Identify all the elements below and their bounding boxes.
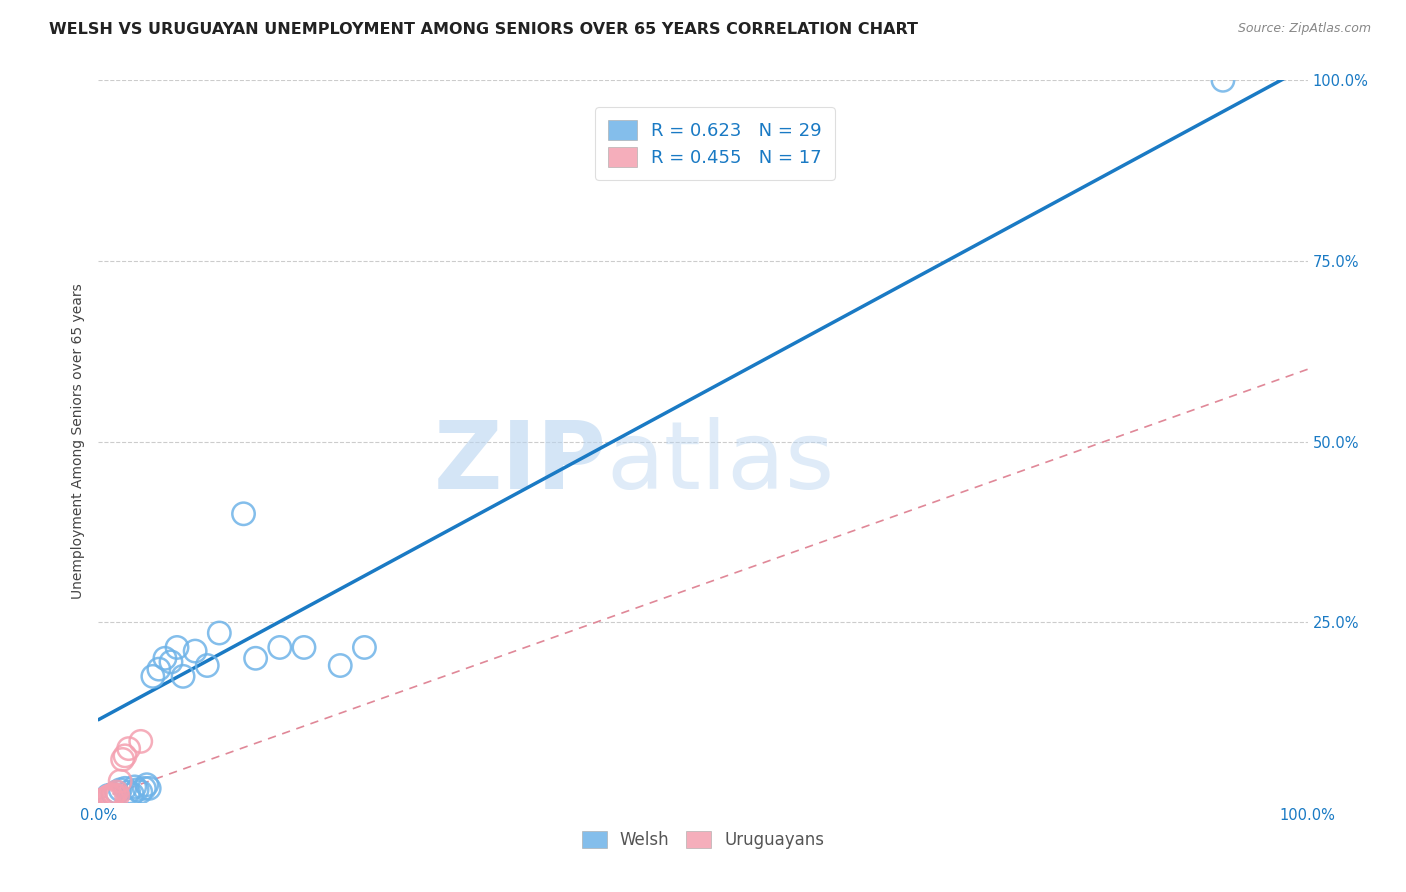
Point: [135, 778, 157, 792]
Text: ZIP: ZIP: [433, 417, 606, 509]
Point: [108, 782, 131, 797]
Point: [1212, 73, 1234, 87]
Point: [129, 785, 152, 799]
Point: [148, 662, 170, 676]
Point: [329, 658, 352, 673]
Point: [129, 734, 152, 748]
Text: atlas: atlas: [606, 417, 835, 509]
Point: [114, 748, 136, 763]
Point: [94, 791, 117, 805]
Point: [208, 626, 231, 640]
Y-axis label: Unemployment Among Seniors over 65 years: Unemployment Among Seniors over 65 years: [70, 284, 84, 599]
Legend: Welsh, Uruguayans: Welsh, Uruguayans: [575, 824, 831, 856]
Point: [127, 782, 149, 797]
Point: [96, 790, 118, 805]
Point: [97, 790, 120, 805]
Point: [121, 787, 143, 801]
Point: [111, 752, 134, 766]
Point: [142, 669, 165, 683]
Point: [104, 789, 127, 803]
Text: WELSH VS URUGUAYAN UNEMPLOYMENT AMONG SENIORS OVER 65 YEARS CORRELATION CHART: WELSH VS URUGUAYAN UNEMPLOYMENT AMONG SE…: [49, 22, 918, 37]
Point: [118, 785, 141, 799]
Point: [107, 789, 129, 803]
Point: [114, 781, 136, 796]
Point: [105, 785, 128, 799]
Point: [184, 644, 207, 658]
Point: [292, 640, 315, 655]
Point: [118, 741, 141, 756]
Point: [134, 781, 156, 796]
Point: [100, 790, 122, 805]
Text: Source: ZipAtlas.com: Source: ZipAtlas.com: [1237, 22, 1371, 36]
Point: [101, 787, 124, 801]
Point: [166, 640, 188, 655]
Point: [353, 640, 375, 655]
Point: [232, 507, 254, 521]
Point: [153, 651, 176, 665]
Point: [160, 655, 183, 669]
Point: [105, 785, 128, 799]
Point: [101, 789, 124, 803]
Point: [93, 792, 115, 806]
Point: [103, 787, 125, 801]
Point: [124, 780, 146, 794]
Point: [97, 789, 120, 803]
Point: [245, 651, 267, 665]
Point: [98, 789, 121, 804]
Point: [108, 774, 131, 789]
Point: [195, 658, 218, 673]
Point: [138, 781, 160, 796]
Point: [172, 669, 194, 683]
Point: [269, 640, 291, 655]
Point: [100, 789, 122, 803]
